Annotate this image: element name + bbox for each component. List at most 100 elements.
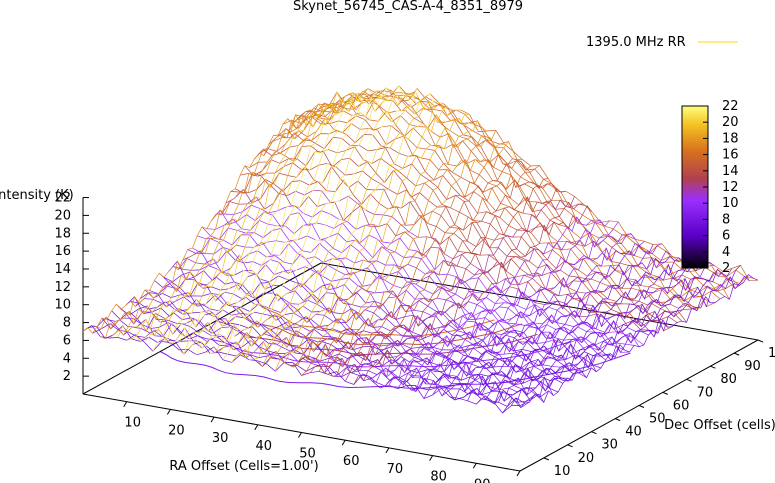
z-tick-label: 20 — [54, 208, 71, 223]
mesh-line — [458, 258, 698, 399]
z-tick-label: 18 — [54, 226, 71, 241]
x-tick — [123, 401, 128, 407]
y-tick-label: 20 — [578, 451, 595, 466]
x-tick — [298, 432, 302, 438]
mesh-line — [502, 265, 741, 414]
y-tick — [686, 378, 692, 382]
mesh-line — [240, 118, 479, 356]
mesh-line — [91, 106, 330, 330]
y-tick-label: 100 — [768, 346, 775, 361]
mesh-line — [213, 101, 453, 353]
mesh-line — [283, 153, 523, 368]
y-tick-label: 40 — [625, 425, 642, 440]
y-tick — [757, 339, 764, 343]
back-floor-edge — [320, 262, 759, 341]
contour-line — [257, 297, 495, 337]
x-tick-label: 70 — [387, 462, 404, 477]
z-tick-label: 4 — [63, 351, 71, 366]
y-tick-label: 30 — [601, 438, 618, 453]
x-tick-label: 20 — [168, 423, 185, 438]
mesh-line — [196, 90, 435, 355]
x-tick-label: 10 — [124, 416, 141, 431]
tick-labels: 2468101214161820221020304050607080901001… — [54, 191, 775, 483]
colorbar-tick-label: 20 — [722, 115, 739, 130]
x-tick — [472, 463, 477, 469]
chart-title: Skynet_56745_CAS-A-4_8351_8979 — [293, 0, 523, 14]
mesh-line — [318, 183, 558, 372]
x-tick-label: 60 — [343, 454, 360, 469]
back-floor-edge — [82, 262, 322, 395]
x-tick-label: 80 — [430, 470, 447, 483]
y-tick — [734, 352, 740, 356]
mesh-line — [100, 101, 339, 340]
mesh-line — [135, 93, 374, 343]
mesh-line — [178, 88, 418, 355]
mesh-line — [336, 196, 575, 378]
mesh-line — [380, 221, 619, 389]
mesh-line — [82, 113, 322, 334]
mesh-line — [161, 90, 400, 346]
mesh-line — [187, 94, 426, 350]
mesh-line — [476, 261, 715, 405]
z-tick-label: 16 — [54, 244, 71, 259]
mesh-line — [117, 91, 357, 338]
y-tick — [567, 444, 573, 448]
y-tick — [591, 431, 597, 435]
mesh-line — [493, 268, 733, 403]
z-axis-label: Intensity (K) — [0, 188, 74, 203]
y-tick — [638, 405, 645, 408]
contour-line — [159, 351, 631, 389]
contour-line — [215, 320, 538, 356]
mesh-line — [108, 101, 348, 339]
z-tick-label: 10 — [54, 298, 71, 313]
x-tick — [254, 424, 259, 431]
z-tick-label: 22 — [54, 191, 71, 206]
x-tick — [429, 455, 434, 461]
mesh-line — [258, 129, 697, 309]
y-tick-label: 70 — [697, 385, 714, 400]
colorbar-tick-label: 4 — [722, 245, 730, 260]
mesh-line — [309, 178, 549, 374]
mesh-line — [274, 140, 514, 372]
z-tick-label: 12 — [54, 280, 71, 295]
mesh-line — [441, 256, 680, 393]
colorbar-tick-label: 6 — [722, 229, 730, 244]
x-tick-label: 30 — [212, 431, 229, 446]
mesh-line — [301, 165, 540, 376]
colorbar-tick-label: 2 — [722, 261, 730, 276]
mesh-line — [432, 250, 671, 397]
x-tick — [166, 409, 171, 415]
z-tick-label: 8 — [63, 316, 71, 331]
z-tick-label: 6 — [63, 333, 71, 348]
mesh-line — [240, 162, 678, 323]
surface-mesh — [82, 85, 759, 414]
colorbar-tick-label: 16 — [722, 148, 739, 163]
x-tick — [385, 447, 390, 454]
y-tick — [710, 365, 716, 369]
mesh-line — [152, 87, 392, 352]
mesh-line — [362, 216, 601, 379]
y-tick-label: 50 — [649, 412, 666, 427]
colorbar-tick-label: 14 — [722, 164, 739, 179]
mesh-line — [97, 316, 535, 403]
mesh-line — [511, 275, 750, 409]
z-tick-label: 14 — [54, 262, 71, 277]
y-tick-label: 10 — [554, 464, 571, 479]
mesh-line — [231, 113, 470, 363]
mesh-line — [205, 100, 444, 354]
colorbar-tick-label: 18 — [722, 131, 739, 146]
y-axis-label: Dec Offset (cells) — [664, 418, 775, 433]
mesh-line — [292, 160, 532, 367]
x-tick — [516, 470, 521, 477]
y-tick-label: 80 — [720, 372, 737, 387]
y-tick-label: 60 — [673, 398, 690, 413]
mesh-line — [327, 188, 566, 377]
x-tick-label: 90 — [474, 477, 491, 483]
y-tick-label: 90 — [744, 359, 761, 374]
mesh-line — [257, 130, 497, 368]
mesh-line — [170, 85, 409, 343]
legend-label: 1395.0 MHz RR — [586, 35, 686, 50]
mesh-line — [268, 115, 706, 312]
